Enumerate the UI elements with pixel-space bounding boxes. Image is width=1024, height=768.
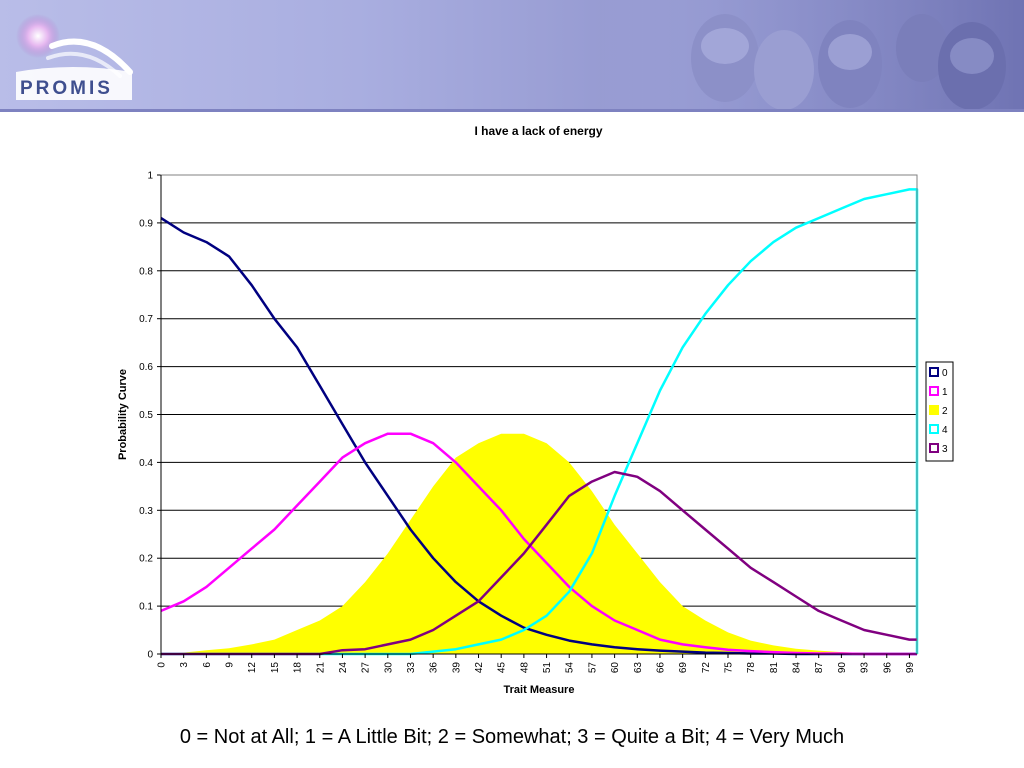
x-tick-label: 21 [315, 662, 326, 674]
x-tick-label: 39 [451, 662, 462, 674]
x-tick-label: 87 [814, 662, 825, 674]
x-tick-label: 54 [565, 662, 576, 674]
legend-swatch-4 [929, 424, 939, 434]
y-tick-label: 0.7 [139, 314, 153, 325]
legend-swatch-0 [929, 367, 939, 377]
x-tick-label: 36 [429, 662, 440, 674]
x-tick-label: 42 [474, 662, 485, 674]
x-tick-label: 12 [247, 662, 258, 674]
probability-curve-chart: 00.10.20.30.40.50.60.70.80.910 3 6 9 12 15 18 2… [117, 171, 954, 696]
promis-logo [16, 14, 133, 100]
x-tick-label: 45 [497, 662, 508, 674]
legend-swatch-2 [929, 405, 939, 415]
x-tick-label: 0 [157, 662, 168, 668]
y-tick-label: 0.2 [139, 554, 153, 565]
legend-swatch-1 [929, 386, 939, 396]
series-2-area [161, 433, 917, 654]
y-axis-label: Probability Curve [117, 369, 129, 460]
legend-label-0: 0 [942, 368, 948, 379]
legend-label-4: 4 [942, 425, 948, 436]
x-tick-label: 9 [225, 662, 236, 668]
legend-label-2: 2 [942, 406, 948, 417]
x-tick-label: 3 [179, 662, 190, 668]
x-tick-label: 51 [542, 662, 553, 674]
x-tick-label: 6 [202, 662, 213, 668]
chart-title: I have a lack of energy [474, 124, 603, 138]
people-photo-banner [600, 0, 1024, 112]
x-tick-label: 84 [792, 662, 803, 674]
x-tick-label: 27 [361, 662, 372, 674]
y-tick-label: 0.5 [139, 410, 153, 421]
series-1-line [160, 432, 917, 656]
x-tick-label: 66 [655, 662, 666, 674]
y-tick-label: 0.3 [139, 506, 153, 517]
y-tick-label: 0.4 [139, 458, 153, 469]
x-tick-label: 63 [633, 662, 644, 674]
x-tick-label: 30 [383, 662, 394, 674]
x-tick-label: 72 [701, 662, 712, 674]
y-tick-label: 0.9 [139, 218, 153, 229]
x-tick-label: 78 [746, 662, 757, 674]
x-tick-label: 57 [587, 662, 598, 674]
x-tick-label: 96 [882, 662, 893, 674]
logo-text: PROMIS [20, 78, 113, 99]
x-tick-label: 81 [769, 662, 780, 674]
x-tick-label: 18 [293, 662, 304, 674]
y-tick-label: 0.6 [139, 362, 153, 373]
y-tick-label: 0.1 [139, 602, 153, 613]
legend-label-1: 1 [942, 387, 948, 398]
x-tick-label: 60 [610, 662, 621, 674]
response-caption: 0 = Not at All; 1 = A Little Bit; 2 = So… [179, 726, 845, 748]
legend-swatch-3 [929, 443, 939, 453]
x-tick-label: 69 [678, 662, 689, 674]
x-tick-label: 75 [724, 662, 735, 674]
banner-divider [0, 109, 1024, 112]
x-axis-label: Trait Measure [504, 684, 575, 696]
legend-label-3: 3 [942, 444, 948, 455]
y-tick-label: 0 [147, 650, 153, 661]
header-banner: PROMIS [0, 0, 1024, 112]
y-tick-label: 1 [147, 171, 153, 182]
x-tick-label: 48 [519, 662, 530, 674]
y-tick-label: 0.8 [139, 266, 153, 277]
x-tick-label: 99 [905, 662, 916, 674]
x-tick-label: 15 [270, 662, 281, 674]
x-tick-label: 90 [837, 662, 848, 674]
x-tick-label: 24 [338, 662, 349, 674]
x-tick-label: 93 [860, 662, 871, 674]
x-tick-label: 33 [406, 662, 417, 674]
